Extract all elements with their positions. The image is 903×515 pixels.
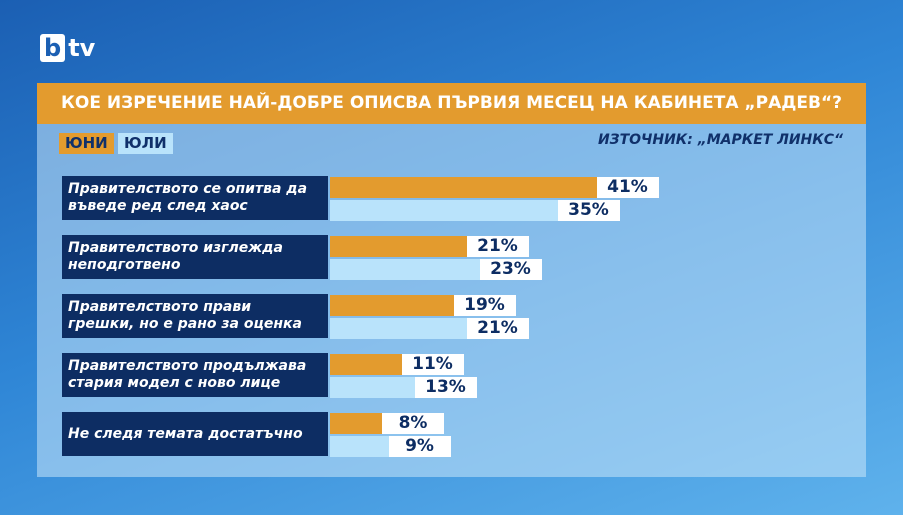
value-label: 21% [466,236,529,257]
category-label: Не следя темата достатъчно [62,412,328,456]
value-label: 11% [401,354,464,375]
chart-title: КОЕ ИЗРЕЧЕНИЕ НАЙ-ДОБРЕ ОПИСВА ПЪРВИЯ МЕ… [37,83,866,124]
category-label: Правителството прави грешки, но е рано з… [62,294,328,338]
bar [330,200,558,221]
logo-mark: b [40,34,66,62]
bar [330,436,389,457]
bar [330,377,415,398]
value-label: 23% [479,259,542,280]
value-label: 41% [596,177,659,198]
value-label: 19% [453,295,516,316]
bar [330,295,454,316]
category-label: Правителството продължава стария модел с… [62,353,328,397]
category-label: Правителството изглежда неподготвено [62,235,328,279]
value-label: 8% [382,413,444,434]
bar [330,413,382,434]
value-label: 13% [414,377,477,398]
value-label: 9% [388,436,451,457]
logo: b tv [40,34,95,62]
bar [330,354,402,375]
value-label: 35% [557,200,620,221]
value-label: 21% [466,318,529,339]
bar [330,318,467,339]
legend-entry: ЮНИ [59,133,114,154]
logo-text: tv [68,34,96,62]
bar [330,236,467,257]
bar [330,259,480,280]
category-label: Правителството се опитва да въведе ред с… [62,176,328,220]
legend-entry: ЮЛИ [118,133,173,154]
bar [330,177,597,198]
source: ИЗТОЧНИК: „МАРКЕТ ЛИНКС“ [597,132,843,148]
